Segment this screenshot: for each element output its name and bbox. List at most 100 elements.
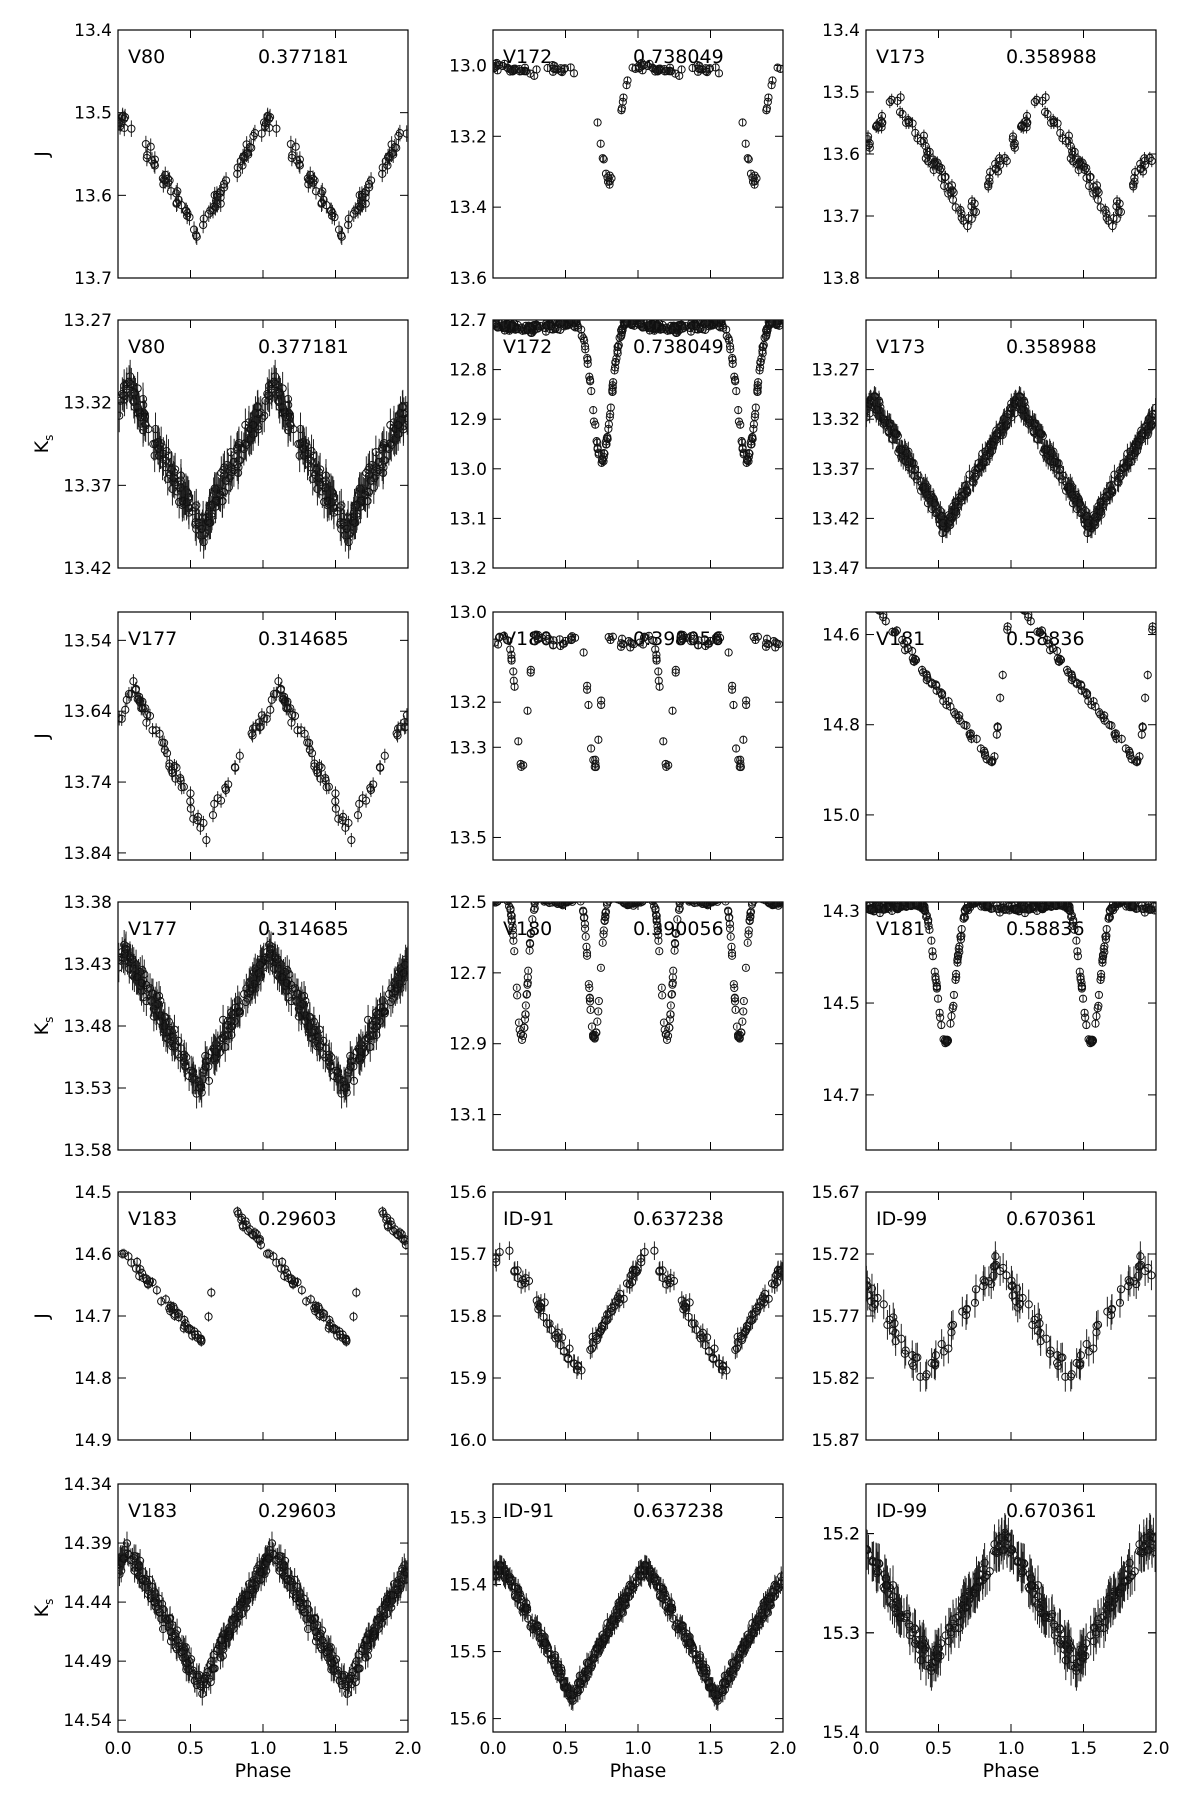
data-point	[1043, 446, 1052, 455]
data-point	[1081, 688, 1091, 697]
data-point	[905, 457, 914, 466]
data-point	[383, 161, 392, 170]
data-point	[220, 463, 229, 472]
data-point	[1097, 507, 1106, 516]
data-point	[569, 69, 579, 78]
data-point	[1014, 595, 1021, 602]
data-point	[548, 641, 558, 650]
y-tick-label: 13.27	[811, 361, 860, 381]
data-point	[635, 638, 645, 647]
data-point	[956, 205, 965, 214]
data-point	[267, 695, 276, 704]
data-point	[506, 67, 515, 76]
data-point	[1127, 755, 1136, 764]
data-point	[378, 468, 388, 477]
data-point	[199, 818, 208, 828]
data-point	[954, 713, 963, 723]
y-tick-label: 13.32	[811, 410, 860, 430]
data-point	[193, 812, 203, 821]
data-point	[304, 738, 314, 747]
data-point	[265, 113, 275, 122]
data-point	[647, 635, 657, 645]
star-id-label: V181	[876, 628, 925, 650]
data-point	[388, 148, 397, 157]
data-point	[584, 700, 593, 710]
y-tick-label: 13.2	[449, 127, 487, 147]
data-point	[593, 118, 602, 127]
data-point	[176, 774, 185, 783]
data-point	[238, 161, 247, 170]
data-point	[544, 634, 553, 643]
data-point	[1085, 181, 1094, 191]
data-point	[963, 486, 972, 496]
data-point	[934, 162, 944, 171]
data-point	[596, 139, 605, 148]
panel-v181-r2-8: 14.6 14.8 15.0 V181 0.58836	[822, 595, 1157, 861]
data-point	[378, 163, 387, 172]
data-point	[939, 519, 948, 528]
data-point	[311, 187, 321, 196]
data-point	[877, 612, 880, 613]
data-point	[908, 654, 917, 663]
data-point	[617, 104, 626, 113]
data-point	[1079, 162, 1089, 171]
data-point	[199, 538, 208, 547]
data-point	[966, 729, 975, 738]
data-point	[969, 207, 978, 216]
data-point	[342, 524, 351, 534]
data-point	[635, 63, 644, 72]
data-point	[866, 399, 874, 409]
data-point	[344, 220, 353, 230]
data-point	[1148, 409, 1156, 419]
data-point	[287, 153, 296, 163]
data-point	[597, 700, 606, 710]
data-point	[507, 322, 516, 331]
data-point	[763, 97, 772, 106]
data-point	[371, 448, 380, 457]
data-point	[599, 155, 608, 164]
data-point	[147, 156, 157, 165]
data-point	[355, 484, 364, 493]
data-point	[297, 726, 306, 735]
data-point	[1103, 491, 1112, 501]
data-point	[378, 460, 387, 469]
data-point	[722, 331, 731, 341]
data-point	[221, 176, 231, 185]
data-point	[775, 320, 783, 326]
data-point	[627, 320, 636, 328]
data-point	[1124, 458, 1133, 467]
data-point	[702, 320, 711, 327]
star-id-label: V177	[128, 918, 177, 940]
data-point	[543, 63, 552, 73]
y-tick-label: 13.53	[63, 1079, 112, 1099]
data-point	[654, 676, 663, 685]
data-point	[952, 507, 961, 516]
data-point	[606, 410, 615, 419]
data-point	[523, 325, 532, 334]
y-tick-label: 13.37	[63, 476, 112, 496]
data-point	[1125, 751, 1135, 760]
data-point	[1053, 654, 1062, 663]
data-point	[331, 789, 340, 798]
y-tick-label: 13.6	[449, 269, 487, 289]
data-point	[1117, 734, 1126, 744]
data-point	[300, 451, 309, 460]
data-point	[500, 326, 509, 335]
data-point	[182, 498, 191, 507]
data-point	[1137, 435, 1146, 444]
data-point	[396, 408, 405, 417]
data-point	[344, 214, 353, 223]
data-point	[296, 439, 305, 448]
data-point	[1047, 448, 1056, 458]
data-point	[598, 154, 607, 163]
data-point	[960, 720, 969, 730]
data-point	[875, 612, 881, 614]
data-point	[668, 706, 677, 715]
y-axis-label: Ks	[31, 435, 56, 454]
data-point	[380, 751, 389, 760]
data-point	[969, 478, 978, 487]
data-point	[140, 412, 150, 421]
data-point	[1143, 670, 1152, 680]
data-point	[344, 818, 353, 828]
y-tick-label: 13.1	[449, 509, 487, 529]
